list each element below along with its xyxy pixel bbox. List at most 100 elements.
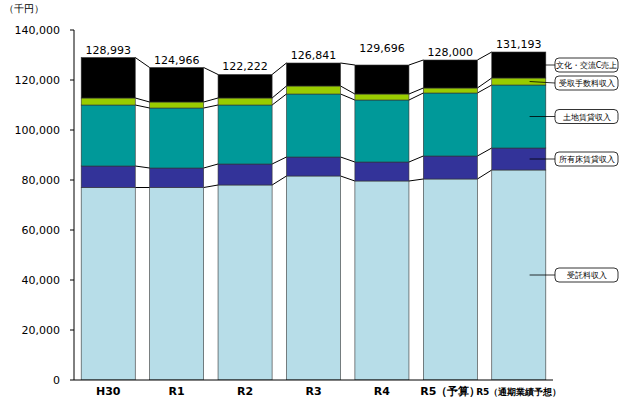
- series-line: [477, 78, 491, 88]
- series-line: [204, 68, 218, 75]
- series-line: [409, 88, 423, 94]
- series-line: [477, 148, 491, 156]
- y-tick: [70, 380, 74, 381]
- series-line: [272, 157, 286, 164]
- y-tick-label: 80,000: [22, 174, 61, 187]
- bar-segment: [81, 166, 135, 188]
- bar-segment: [286, 176, 340, 380]
- y-axis: [74, 30, 75, 380]
- series-line: [135, 166, 149, 168]
- legend-label: 文化・交流C売上: [556, 61, 618, 70]
- y-tick-label: 20,000: [22, 324, 61, 337]
- callout-line: [530, 82, 555, 84]
- x-tick-label: H30: [96, 385, 121, 398]
- series-line: [409, 60, 423, 65]
- bar-segment: [218, 98, 272, 105]
- series-line: [341, 63, 355, 65]
- series-line: [272, 63, 286, 75]
- y-tick-label: 40,000: [22, 274, 61, 287]
- y-tick: [70, 230, 74, 231]
- x-axis: [74, 380, 553, 381]
- series-line: [204, 105, 218, 108]
- bar-segment: [218, 105, 272, 164]
- legend-label: 受取手数料収入: [559, 79, 615, 88]
- bar-segment: [218, 185, 272, 380]
- y-tick-label: 100,000: [15, 124, 61, 137]
- callout-line: [530, 65, 555, 66]
- bar-segment: [423, 93, 477, 156]
- callout-box: [555, 76, 618, 90]
- total-label: 126,841: [291, 49, 337, 62]
- x-tick-label: R3: [305, 385, 321, 398]
- marks: [81, 52, 546, 380]
- bar-segment: [286, 157, 340, 176]
- bar-segment: [355, 94, 409, 100]
- chart: （千円） 0 20,000 40,000 60,000 80,000 100,000 120,…: [0, 0, 620, 404]
- series-line: [135, 98, 149, 102]
- y-axis-label: （千円）: [4, 3, 44, 14]
- bar-segment: [423, 88, 477, 93]
- bar-segment: [150, 102, 204, 108]
- bar-segment: [355, 162, 409, 181]
- callout-box: [555, 152, 618, 166]
- x-tick-label: R5（予算）: [420, 385, 480, 398]
- y-tick-label: 120,000: [15, 74, 61, 87]
- y-tick: [70, 130, 74, 131]
- y-tick-label: 60,000: [22, 224, 61, 237]
- bar-segment: [423, 179, 477, 380]
- series-line: [135, 58, 149, 68]
- bar-segment: [81, 105, 135, 166]
- y-tick: [70, 180, 74, 181]
- series-line: [409, 156, 423, 162]
- series-line: [204, 185, 218, 188]
- series-line: [341, 94, 355, 100]
- total-label: 124,966: [154, 54, 200, 67]
- series-line: [135, 105, 149, 108]
- callout-box: [555, 110, 618, 124]
- callout-box: [555, 268, 618, 282]
- y-tick: [70, 330, 74, 331]
- callout-box: [555, 58, 618, 72]
- series-line: [341, 86, 355, 94]
- bar-segment: [218, 164, 272, 185]
- x-tick-label: R4: [374, 385, 390, 398]
- total-label: 128,993: [85, 44, 131, 57]
- total-label: 122,222: [222, 60, 268, 73]
- bar-segment: [355, 181, 409, 380]
- total-label: 131,193: [496, 38, 542, 51]
- bar-segment: [286, 94, 340, 157]
- y-tick-label: 0: [53, 374, 60, 387]
- series-line: [272, 86, 286, 98]
- total-label: 129,696: [359, 42, 405, 55]
- callout-line: [530, 159, 555, 160]
- bar-segment: [355, 100, 409, 162]
- bar-segment: [286, 63, 340, 86]
- bar-segment: [218, 75, 272, 99]
- y-tick: [70, 30, 74, 31]
- y-tick: [70, 280, 74, 281]
- series-line: [272, 176, 286, 185]
- series-line: [477, 170, 491, 179]
- legend-label: 受託料収入: [567, 271, 607, 280]
- series-line: [477, 52, 491, 60]
- series-line: [135, 187, 149, 188]
- bar-segment: [150, 168, 204, 188]
- series-line: [341, 157, 355, 162]
- callout-line: [530, 275, 555, 276]
- legend-label: 所有床賃貸収入: [559, 155, 615, 164]
- bar-segment: [81, 98, 135, 105]
- x-tick-label: R1: [169, 385, 185, 398]
- series-line: [409, 93, 423, 100]
- series-line: [204, 164, 218, 168]
- bar-segment: [423, 60, 477, 88]
- bar-segment: [81, 58, 135, 99]
- bar-segment: [355, 65, 409, 94]
- bar-segment: [286, 86, 340, 94]
- bar-segment: [492, 78, 546, 85]
- bar-segment: [150, 108, 204, 168]
- series-line: [204, 98, 218, 102]
- callout-line: [530, 116, 555, 117]
- bar-segment: [81, 188, 135, 381]
- series-line: [341, 176, 355, 181]
- bar-segment: [150, 188, 204, 381]
